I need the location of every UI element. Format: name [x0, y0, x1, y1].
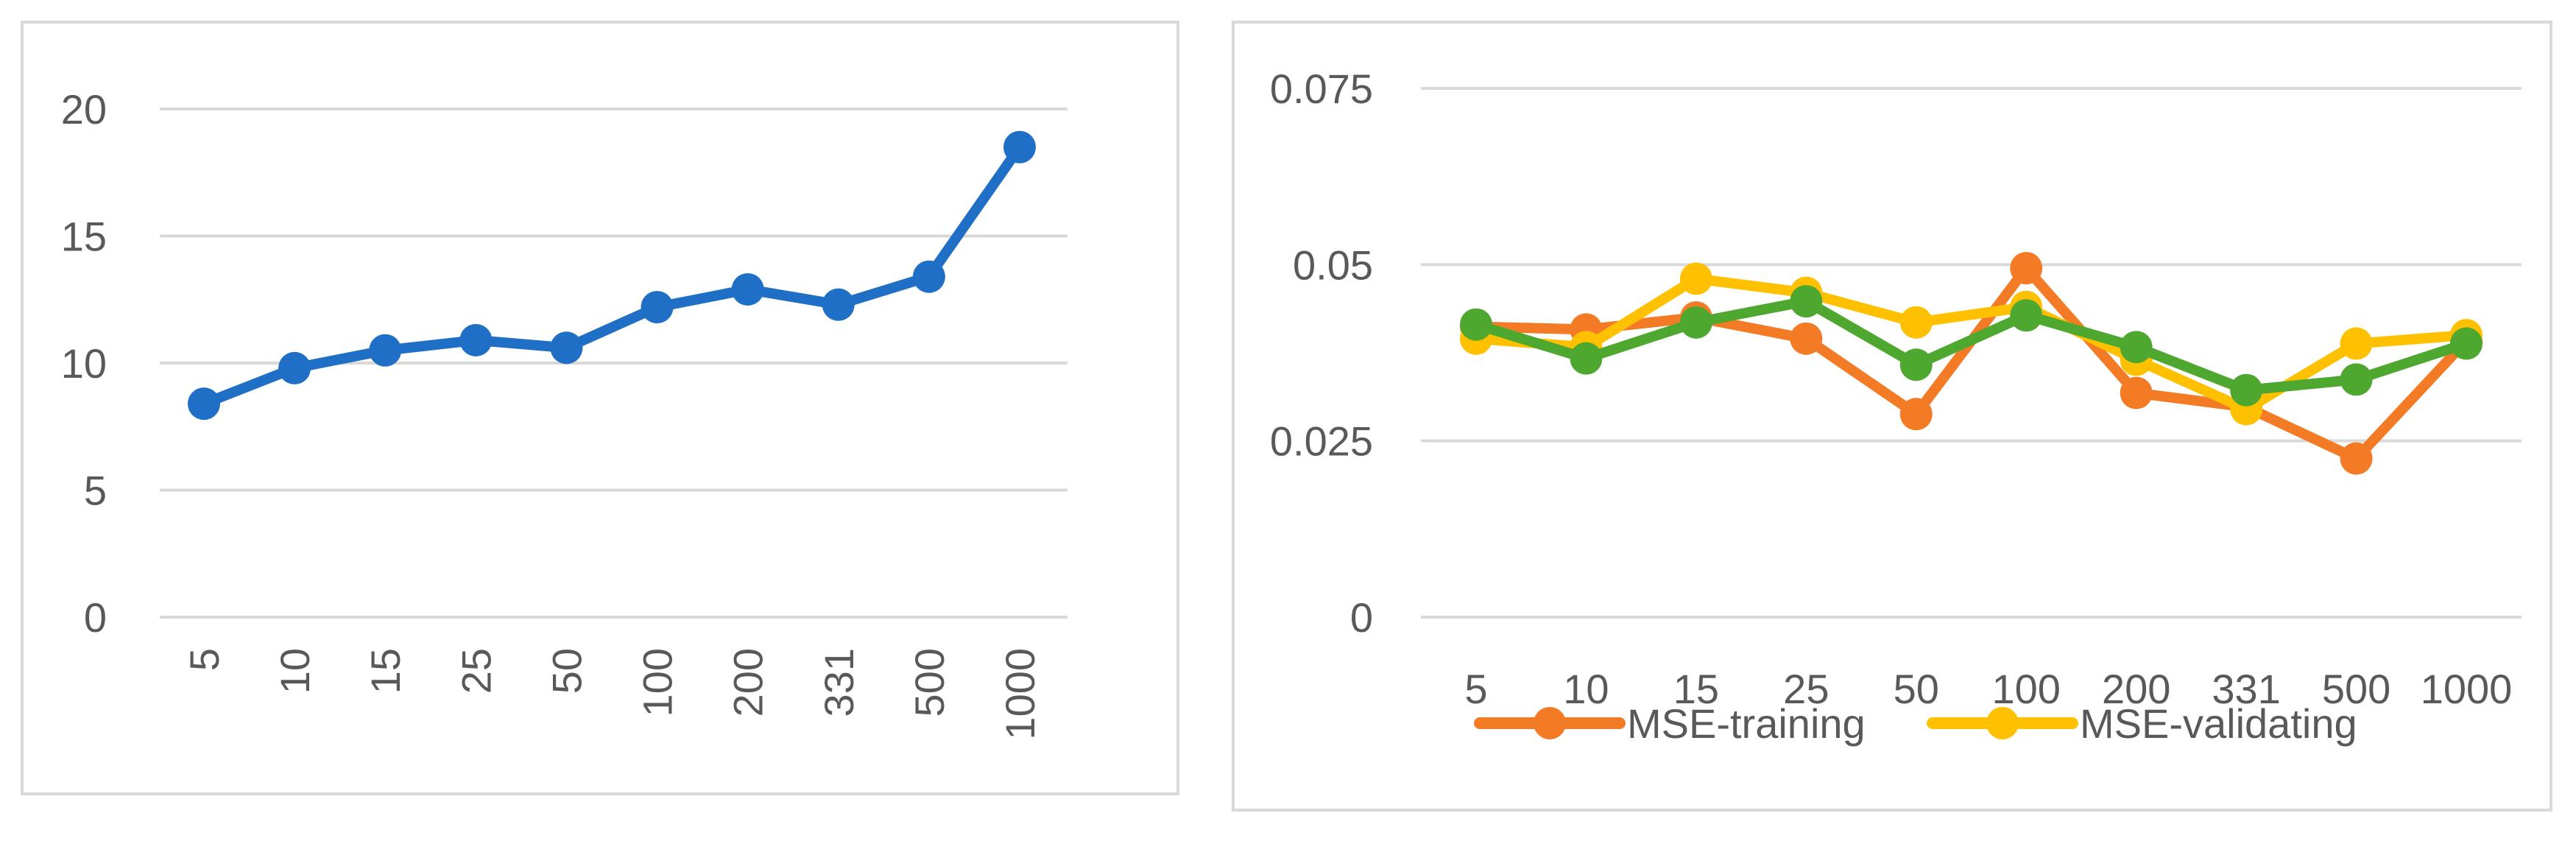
legend-label: MSE-validating	[2080, 700, 2357, 747]
chart-left-y-ticks: 0 5 10 15 20	[61, 86, 107, 641]
chart-left-gridlines	[160, 108, 1068, 619]
data-point	[2340, 327, 2373, 360]
x-tick-label: 100	[1992, 666, 2061, 712]
y-tick-label: 0.05	[1293, 242, 1373, 288]
data-point	[369, 334, 402, 367]
data-point	[1899, 348, 1933, 381]
legend-swatch-marker	[1534, 707, 1566, 739]
data-point	[1790, 285, 1823, 318]
y-tick-label: 20	[61, 86, 107, 133]
data-point	[912, 260, 945, 293]
legend-swatch-marker	[1986, 707, 2019, 739]
chart-right-x-ticks: 5 10 15 25 50 100 200 331 500 1000	[1464, 666, 2512, 712]
chart-right-frame	[1232, 21, 2552, 812]
x-tick-label: 10	[272, 648, 318, 694]
x-tick-label: 50	[1894, 666, 1939, 712]
x-tick-label: 25	[1783, 666, 1829, 712]
chart-right-y-ticks: 0 0.025 0.05 0.075	[1270, 66, 1373, 641]
x-tick-label: 500	[906, 648, 953, 717]
chart-left-frame	[21, 21, 1179, 795]
data-point	[2010, 299, 2043, 332]
y-tick-label: 15	[61, 214, 107, 260]
data-point	[641, 291, 674, 324]
y-tick-label: 10	[61, 340, 107, 387]
data-point	[731, 272, 764, 306]
y-tick-label: 0	[84, 594, 107, 641]
x-tick-label: 15	[1673, 666, 1719, 712]
data-point	[550, 331, 583, 365]
x-tick-label: 200	[725, 648, 772, 717]
data-point	[1679, 262, 1712, 295]
x-tick-label: 25	[453, 648, 499, 694]
data-point	[1899, 398, 1933, 431]
legend-label: MSE-training	[1627, 700, 1866, 747]
data-point	[2120, 331, 2153, 364]
series-line	[1471, 273, 2471, 415]
data-point	[822, 288, 855, 321]
data-point	[1570, 342, 1603, 375]
y-tick-label: 0.075	[1270, 66, 1373, 112]
data-point	[278, 351, 311, 384]
y-tick-label: 0.025	[1270, 418, 1373, 465]
series-line	[1471, 296, 2471, 395]
x-tick-label: 50	[543, 648, 590, 694]
data-point	[459, 323, 493, 356]
data-point	[2120, 376, 2153, 409]
x-tick-label: 500	[2322, 666, 2390, 712]
data-point	[1679, 306, 1712, 339]
x-tick-label: 15	[362, 648, 409, 694]
chart-left-x-ticks: 5 10 15 25 50 100 200 331 500 1000	[181, 648, 1043, 740]
chart-right-legend: MSE-training MSE-validating	[1474, 700, 2357, 747]
x-tick-label: 10	[1563, 666, 1609, 712]
data-point	[1003, 130, 1036, 163]
x-tick-label: 331	[2212, 666, 2280, 712]
data-point	[2340, 363, 2373, 396]
x-tick-label: 1000	[2421, 666, 2513, 712]
y-tick-label: 0	[1350, 594, 1373, 641]
x-tick-label: 5	[181, 648, 227, 671]
chart-right-gridlines	[1421, 87, 2522, 619]
series-line	[199, 141, 1025, 409]
data-point	[1460, 308, 1492, 341]
x-tick-label: 5	[1464, 666, 1487, 712]
x-tick-label: 200	[2102, 666, 2170, 712]
data-point	[2230, 373, 2263, 407]
x-tick-label: 331	[816, 648, 862, 717]
chart-right-series	[1460, 252, 2483, 475]
chart-left: 0 5 10 15 20 5 10 15 25 50 100 200 331 500 1000	[21, 21, 1179, 795]
data-point	[2340, 442, 2373, 475]
data-point	[2010, 252, 2043, 285]
x-tick-label: 1000	[997, 648, 1043, 740]
chart-left-series	[188, 130, 1036, 420]
data-point	[2450, 327, 2483, 360]
x-tick-label: 100	[635, 648, 681, 717]
data-point	[188, 387, 220, 420]
chart-right: 0 0.025 0.05 0.075 5 10 15 25 50 100 200 331 500 100…	[1232, 21, 2552, 812]
data-point	[1899, 306, 1933, 339]
data-point	[1790, 322, 1823, 355]
y-tick-label: 5	[84, 468, 107, 514]
